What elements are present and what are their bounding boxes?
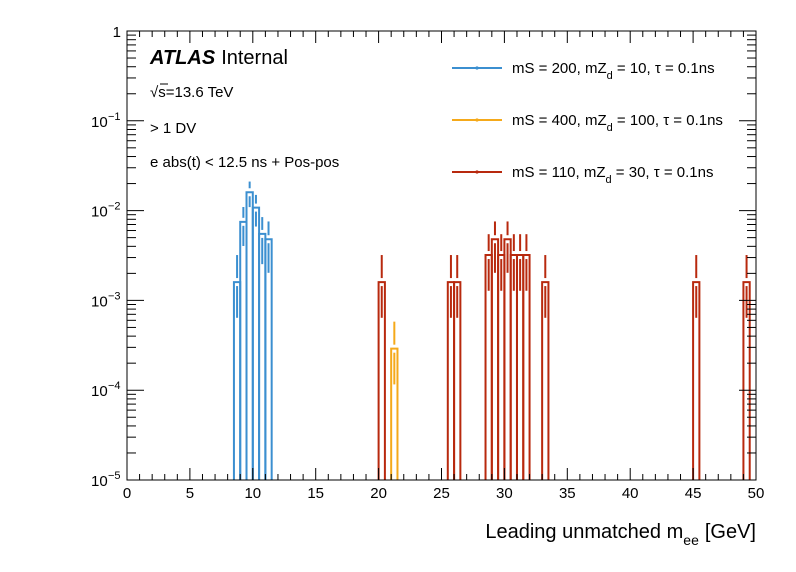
legend-marker [475,66,479,70]
y-tick-label: 1 [113,24,121,41]
y-tick-label: 10 [91,383,108,400]
x-tick-labels: 0 5 10 15 20 25 30 35 40 45 50 [123,485,765,502]
selection-label-2: e abs(t) < 12.5 ns + Pos-pos [150,154,339,171]
legend-label: mS = 400, mZd = 100, τ = 0.1ns [512,112,723,134]
x-tick-label: 40 [622,485,639,502]
x-tick-label: 0 [123,485,131,502]
x-tick-label: 5 [186,485,194,502]
series-3 [377,221,751,480]
legend-marker [475,170,479,174]
histogram-bin [742,281,751,480]
x-tick-label: 10 [244,485,261,502]
y-tick-label-exponent: −3 [108,290,121,302]
histogram-bin [377,281,386,480]
histogram-bin [264,238,273,480]
x-tick-label: 35 [559,485,576,502]
energy-label: √s=13.6 TeV [150,84,233,101]
x-tick-label: 15 [307,485,324,502]
legend-marker [475,118,479,122]
y-tick-label: 10 [91,114,108,131]
x-axis-title: Leading unmatched mee [GeV] [485,521,756,548]
legend-label: mS = 110, mZd = 30, τ = 0.1ns [512,164,713,186]
histogram-bin [522,254,531,480]
y-tick-label-exponent: −1 [108,111,121,123]
x-tick-label: 45 [685,485,702,502]
legend: mS = 200, mZd = 10, τ = 0.1ns mS = 400, m… [452,60,723,186]
x-tick-label: 20 [370,485,387,502]
series-layer [232,181,751,480]
y-tick-label-exponent: −2 [108,201,121,213]
y-tick-labels: 110−110−210−310−410−5 [91,24,121,490]
x-tick-label: 30 [496,485,513,502]
x-tick-label: 25 [433,485,450,502]
atlas-label: ATLAS Internal [149,47,288,69]
y-tick-label-exponent: −4 [108,380,121,392]
legend-label: mS = 200, mZd = 10, τ = 0.1ns [512,60,715,82]
y-tick-label: 10 [91,204,108,221]
selection-label-1: > 1 DV [150,120,196,137]
histogram-bin [541,281,550,480]
series-2 [390,321,399,480]
y-tick-label: 10 [91,293,108,310]
y-tick-label-exponent: −5 [108,470,121,482]
series-1 [232,181,273,480]
y-tick-label: 10 [91,473,108,490]
axis-ticks [126,30,757,481]
histogram-bin [453,281,462,480]
histogram-bin [692,281,701,480]
x-tick-label: 50 [748,485,765,502]
histogram-bin [390,347,399,480]
